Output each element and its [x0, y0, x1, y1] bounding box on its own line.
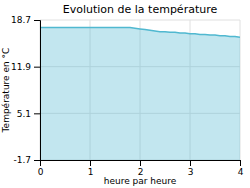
tick-mark	[190, 160, 191, 166]
tick: 18.7	[11, 15, 40, 25]
marks	[40, 28, 240, 160]
tick-label: -1.7	[13, 155, 31, 165]
tick: 5.1	[17, 109, 40, 119]
tick-label: 3	[188, 167, 194, 177]
y-label: Température en °C	[1, 48, 11, 134]
axis-line	[34, 21, 41, 161]
tick-mark	[34, 160, 40, 161]
grid	[40, 20, 240, 160]
tick-mark	[34, 113, 40, 114]
tick: 0	[38, 160, 44, 177]
axis-line	[41, 161, 241, 167]
tick-mark	[140, 160, 141, 166]
tick: -1.7	[13, 155, 40, 165]
area	[40, 28, 240, 160]
line	[40, 28, 240, 38]
chart: 0 1 2 3 4 -1.7 5.1 11.9 18.7 Evolution de la temp…	[0, 0, 250, 188]
tick-label: 4	[238, 167, 244, 177]
tick-mark	[90, 160, 91, 166]
x-label: heure par heure	[104, 176, 177, 186]
plot: 0 1 2 3 4 -1.7 5.1 11.9 18.7	[11, 15, 244, 177]
tick: 11.9	[11, 62, 40, 72]
tick-label: 0	[38, 167, 44, 177]
tick-label: 11.9	[11, 62, 31, 72]
x-axis: 0 1 2 3 4	[38, 160, 244, 177]
tick-mark	[34, 20, 40, 21]
tick: 1	[88, 160, 94, 177]
tick-label: 5.1	[17, 109, 31, 119]
tick: 2	[138, 160, 144, 177]
tick-label: 18.7	[11, 15, 31, 25]
y-axis: -1.7 5.1 11.9 18.7	[11, 15, 41, 165]
title: Evolution de la température	[63, 3, 218, 16]
tick: 4	[238, 160, 244, 177]
tick: 3	[188, 160, 194, 177]
tick-mark	[240, 160, 241, 166]
tick-label: 1	[88, 167, 94, 177]
tick-mark	[34, 67, 40, 68]
